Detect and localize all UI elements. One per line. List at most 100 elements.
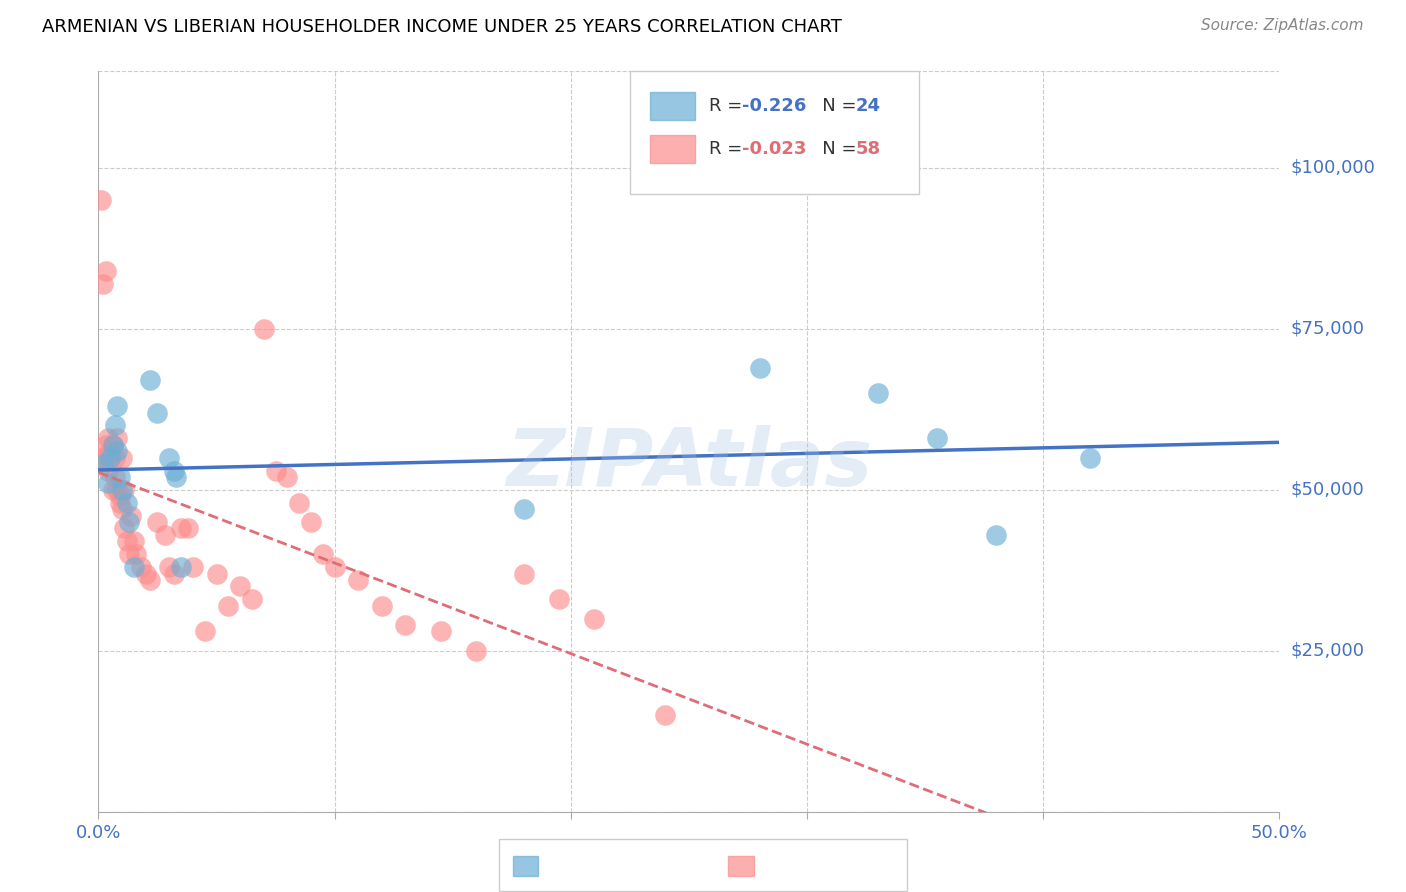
Point (170, 560, 193, 574)
Point (105, 399, 128, 413)
Point (118, 547, 141, 561)
Point (105, 483, 128, 497)
Point (122, 560, 145, 574)
Point (925, 431, 948, 445)
Point (323, 560, 346, 574)
Point (177, 521, 200, 535)
Point (98, 450, 121, 465)
Point (105, 444, 128, 458)
Point (118, 515, 141, 529)
Point (90, 450, 112, 465)
Point (512, 502, 534, 516)
Point (984, 528, 1007, 542)
Point (94, 264, 117, 278)
Text: R =: R = (709, 97, 748, 115)
Point (94, 438, 117, 452)
Point (91, 457, 114, 471)
Point (139, 573, 162, 587)
Text: -0.226: -0.226 (742, 97, 807, 115)
Point (115, 496, 138, 510)
Point (264, 463, 287, 477)
Point (105, 431, 128, 445)
Point (371, 599, 394, 613)
Point (240, 592, 263, 607)
Point (97, 431, 120, 445)
Point (146, 406, 169, 420)
Point (465, 644, 488, 658)
Point (157, 450, 180, 465)
Text: ZIPAtlas: ZIPAtlas (506, 425, 872, 503)
Point (583, 611, 606, 625)
Point (101, 438, 124, 452)
Point (866, 386, 889, 401)
Point (108, 470, 131, 484)
Bar (650, 92, 695, 120)
Point (163, 566, 186, 581)
Point (108, 489, 131, 503)
Point (512, 566, 534, 581)
Text: Source: ZipAtlas.com: Source: ZipAtlas.com (1201, 18, 1364, 33)
Point (90, 193, 112, 207)
FancyBboxPatch shape (630, 71, 920, 194)
Text: ARMENIAN VS LIBERIAN HOUSEHOLDER INCOME UNDER 25 YEARS CORRELATION CHART: ARMENIAN VS LIBERIAN HOUSEHOLDER INCOME … (42, 18, 842, 36)
Text: 24: 24 (855, 97, 880, 115)
Text: 58: 58 (855, 140, 880, 158)
Point (115, 534, 138, 549)
Text: Armenians: Armenians (546, 856, 643, 874)
Point (548, 592, 571, 607)
Point (111, 502, 134, 516)
Text: -0.023: -0.023 (742, 140, 807, 158)
Point (276, 470, 298, 484)
Point (135, 566, 157, 581)
Point (125, 547, 148, 561)
Point (104, 418, 127, 433)
Point (98, 450, 121, 465)
Point (101, 438, 124, 452)
Point (163, 463, 186, 477)
Point (181, 560, 204, 574)
Point (170, 521, 193, 535)
Point (654, 708, 676, 723)
Point (312, 547, 335, 561)
Point (299, 515, 322, 529)
Point (101, 483, 124, 497)
Point (112, 521, 135, 535)
Point (253, 322, 276, 336)
Point (205, 566, 228, 581)
Point (153, 528, 176, 542)
Text: $75,000: $75,000 (1291, 320, 1365, 338)
Point (139, 373, 162, 387)
Point (108, 496, 131, 510)
Point (104, 470, 127, 484)
Text: N =: N = (804, 97, 862, 115)
Text: N =: N = (804, 140, 862, 158)
Point (288, 496, 311, 510)
Point (111, 450, 134, 465)
Text: $100,000: $100,000 (1291, 159, 1375, 177)
Bar (650, 135, 695, 163)
Point (194, 624, 217, 639)
Point (1080, 450, 1102, 465)
Point (165, 470, 187, 484)
Text: R =: R = (709, 140, 748, 158)
Point (430, 624, 453, 639)
Point (394, 618, 416, 632)
Point (91, 450, 114, 465)
Text: $25,000: $25,000 (1291, 641, 1365, 660)
Point (104, 450, 127, 465)
Point (748, 360, 770, 375)
Point (121, 508, 143, 523)
Point (111, 483, 134, 497)
Text: Liberians: Liberians (762, 856, 844, 874)
Point (157, 560, 180, 574)
Point (98, 444, 121, 458)
Text: $50,000: $50,000 (1291, 481, 1364, 499)
Point (129, 560, 152, 574)
Point (112, 483, 135, 497)
Point (122, 534, 145, 549)
Point (347, 573, 370, 587)
Point (97, 463, 120, 477)
Point (146, 515, 169, 529)
Point (97, 476, 120, 491)
Point (229, 579, 252, 593)
